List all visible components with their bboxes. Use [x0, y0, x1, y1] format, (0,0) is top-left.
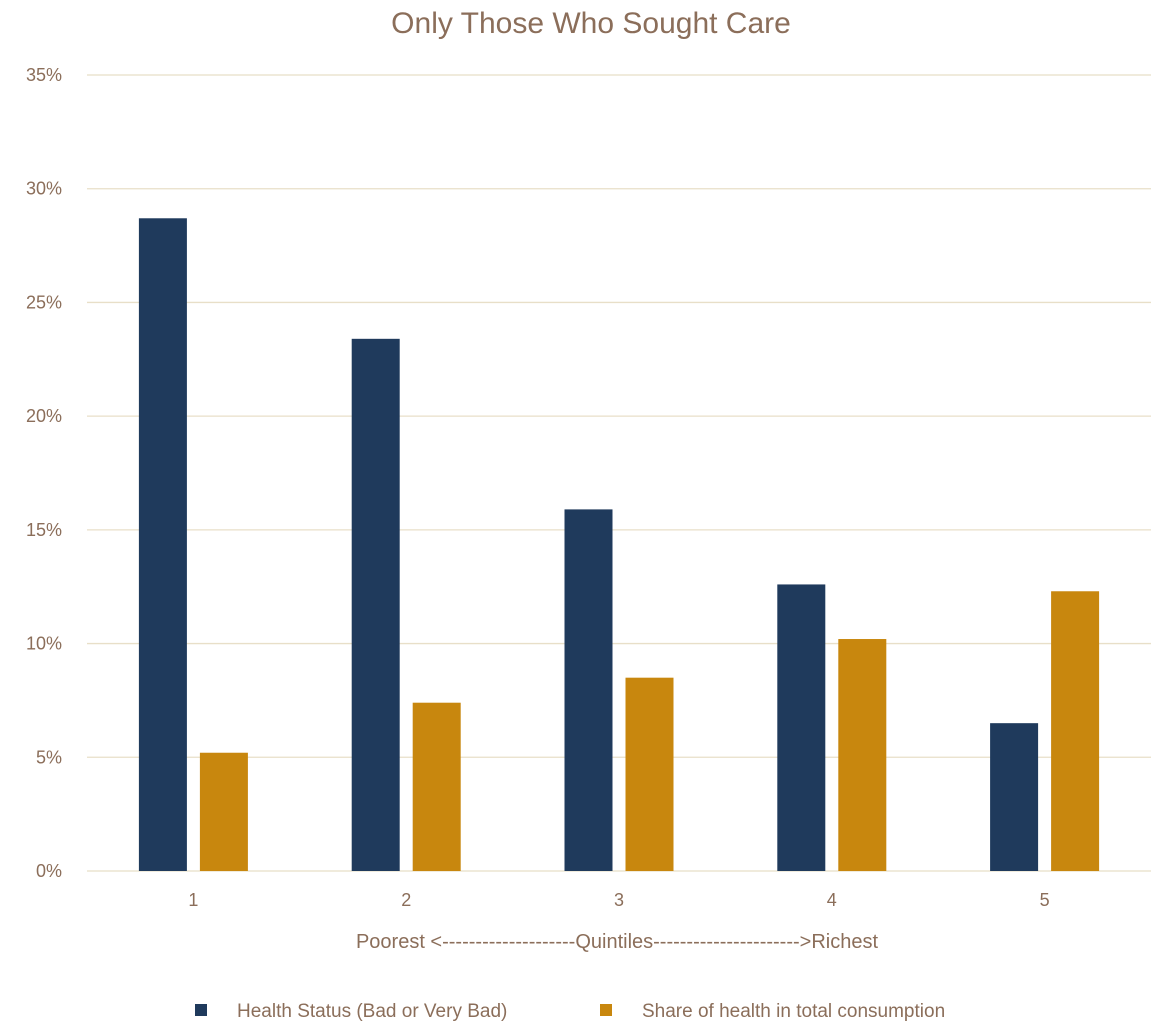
x-tick-label: 2 [401, 890, 411, 910]
y-tick-label: 35% [26, 65, 62, 85]
x-tick-label: 4 [827, 890, 837, 910]
y-tick-label: 15% [26, 520, 62, 540]
bar-series2-q2 [412, 702, 461, 871]
x-tick-label: 3 [614, 890, 624, 910]
x-axis-tick-labels: 1 2 3 4 5 [188, 890, 1049, 910]
bar-series2-q1 [199, 752, 248, 871]
bar-series2-q3 [625, 677, 674, 871]
y-tick-label: 20% [26, 406, 62, 426]
y-tick-label: 25% [26, 292, 62, 312]
bar-series1-q3 [564, 509, 613, 871]
chart-title: Only Those Who Sought Care [391, 7, 791, 40]
gridlines [87, 74, 1151, 872]
y-tick-label: 5% [36, 747, 62, 767]
bar-series1-q1 [138, 218, 187, 871]
x-axis-title: Poorest <--------------------Quintiles--… [356, 931, 879, 953]
y-tick-label: 0% [36, 861, 62, 881]
legend-label-health-status: Health Status (Bad or Very Bad) [237, 1001, 507, 1022]
bar-series1-q2 [351, 338, 400, 871]
y-tick-label: 30% [26, 179, 62, 199]
y-tick-label: 10% [26, 634, 62, 654]
bars [138, 218, 1100, 871]
x-tick-label: 5 [1040, 890, 1050, 910]
legend-swatch-health-share [600, 1004, 612, 1016]
legend: Health Status (Bad or Very Bad) Share of… [195, 1001, 945, 1022]
x-tick-label: 1 [188, 890, 198, 910]
bar-series1-q5 [990, 723, 1039, 871]
bar-series1-q4 [777, 584, 826, 871]
bar-series2-q4 [838, 639, 887, 871]
legend-label-health-share: Share of health in total consumption [642, 1001, 945, 1022]
bar-series2-q5 [1051, 591, 1100, 871]
legend-swatch-health-status [195, 1004, 207, 1016]
y-axis-tick-labels: 0% 5% 10% 15% 20% 25% 30% 35% [26, 65, 62, 881]
